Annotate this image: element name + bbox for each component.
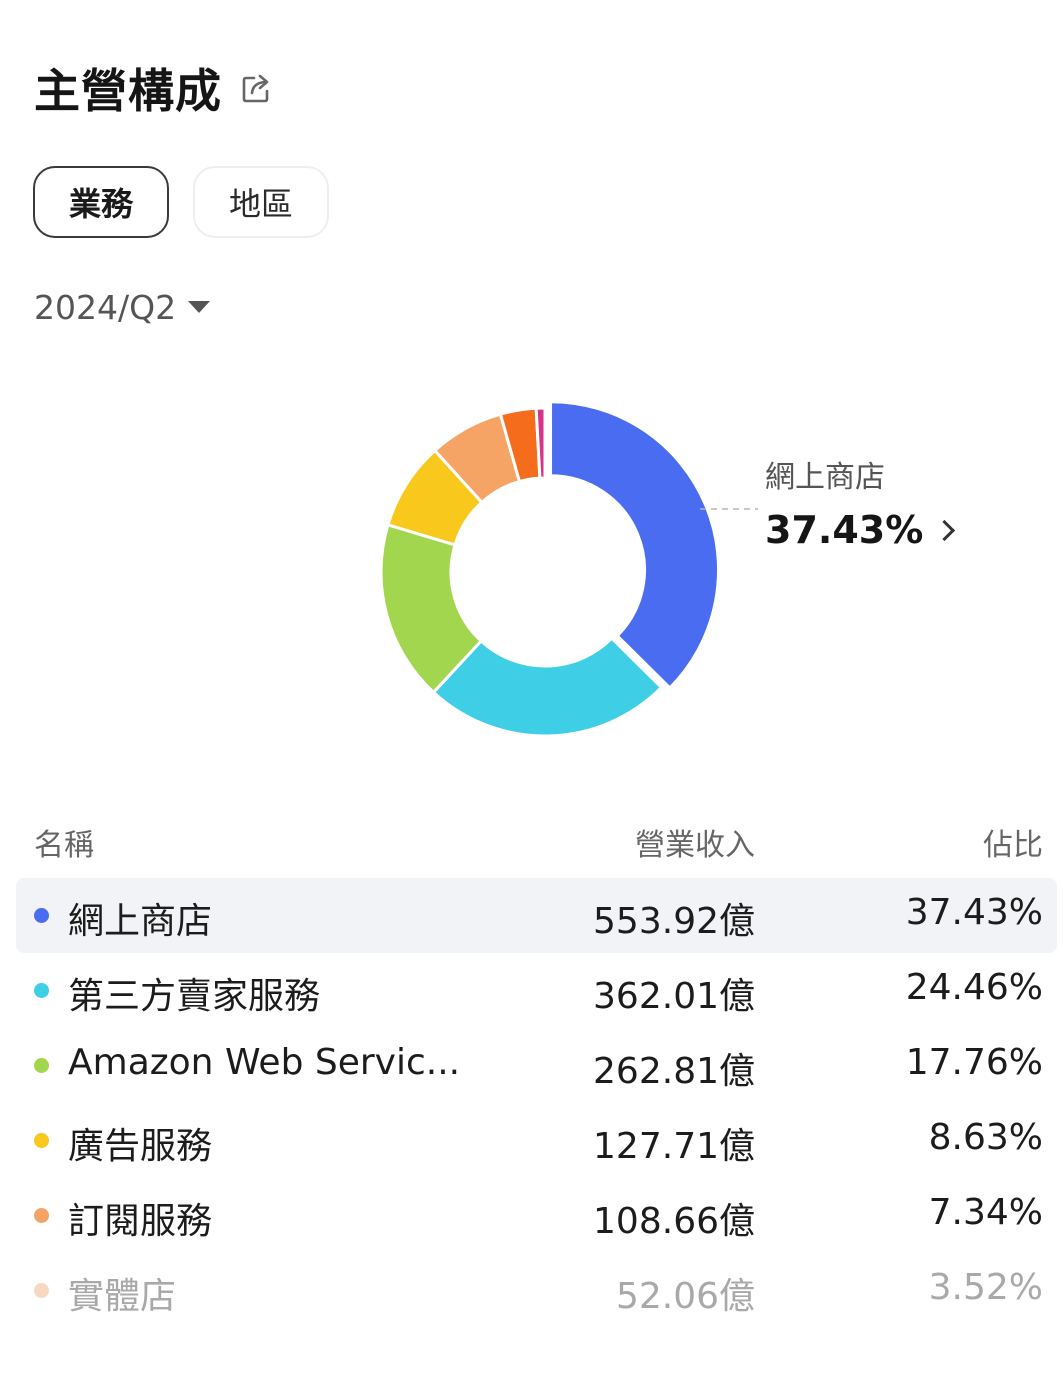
row-name: 訂閱服務: [68, 1201, 213, 1242]
page-title: 主營構成: [34, 64, 222, 118]
header-share: 佔比: [983, 828, 1043, 863]
table-row[interactable]: Amazon Web Servic... 262.81億 17.76%: [0, 1028, 1063, 1103]
share-icon[interactable]: [240, 71, 274, 105]
chart-callout[interactable]: 網上商店 37.43%: [765, 458, 956, 552]
table-row[interactable]: 訂閱服務 108.66億 7.34%: [0, 1178, 1063, 1253]
callout-name: 網上商店: [765, 460, 885, 495]
table-row[interactable]: 實體店 52.06億 3.52%: [0, 1253, 1063, 1328]
legend-dot: [34, 1133, 49, 1148]
row-revenue: 553.92億: [593, 901, 755, 942]
caret-down-icon: [188, 301, 211, 313]
donut-slice-6[interactable]: [534, 406, 547, 480]
period-selector[interactable]: 2024/Q2: [34, 282, 211, 332]
donut-slice-2[interactable]: [379, 522, 484, 695]
row-share: 7.34%: [928, 1192, 1043, 1233]
callout-value: 37.43%: [765, 508, 924, 552]
row-name: 實體店: [68, 1276, 177, 1317]
chevron-right-icon: [934, 519, 956, 541]
header-name: 名稱: [34, 828, 94, 863]
tab-region[interactable]: 地區: [193, 166, 329, 238]
table-header: 名稱 營業收入 佔比: [0, 812, 1063, 868]
legend-dot: [34, 1283, 49, 1298]
callout-value-row: 37.43%: [765, 508, 956, 552]
tab-group: 業務 地區: [33, 166, 329, 238]
row-revenue: 362.01億: [593, 976, 755, 1017]
period-label: 2024/Q2: [34, 287, 177, 327]
row-revenue: 52.06億: [615, 1276, 755, 1317]
title-row: 主營構成: [34, 52, 274, 124]
donut-slice-0[interactable]: [549, 400, 721, 691]
table-row[interactable]: 第三方賣家服務 362.01億 24.46%: [0, 953, 1063, 1028]
row-revenue: 108.66億: [593, 1201, 755, 1242]
tab-business[interactable]: 業務: [33, 166, 169, 238]
row-revenue: 127.71億: [593, 1126, 755, 1167]
legend-dot: [34, 908, 49, 923]
donut-chart: [379, 400, 758, 738]
row-revenue: 262.81億: [593, 1051, 755, 1092]
row-name: Amazon Web Servic...: [68, 1042, 461, 1083]
row-share: 37.43%: [905, 892, 1043, 933]
row-share: 17.76%: [905, 1042, 1043, 1083]
row-share: 3.52%: [928, 1267, 1043, 1308]
row-name: 廣告服務: [68, 1126, 213, 1167]
header-revenue: 營業收入: [635, 828, 755, 863]
row-share: 24.46%: [905, 967, 1043, 1008]
row-share: 8.63%: [928, 1117, 1043, 1158]
row-name: 第三方賣家服務: [68, 976, 321, 1017]
table-row[interactable]: 網上商店 553.92億 37.43%: [0, 878, 1063, 953]
legend-dot: [34, 1208, 49, 1223]
donut-slice-1[interactable]: [431, 636, 664, 738]
segment-table: 網上商店 553.92億 37.43% 第三方賣家服務 362.01億 24.4…: [0, 878, 1063, 1328]
table-row[interactable]: 廣告服務 127.71億 8.63%: [0, 1103, 1063, 1178]
legend-dot: [34, 1058, 49, 1073]
legend-dot: [34, 983, 49, 998]
row-name: 網上商店: [68, 901, 213, 942]
